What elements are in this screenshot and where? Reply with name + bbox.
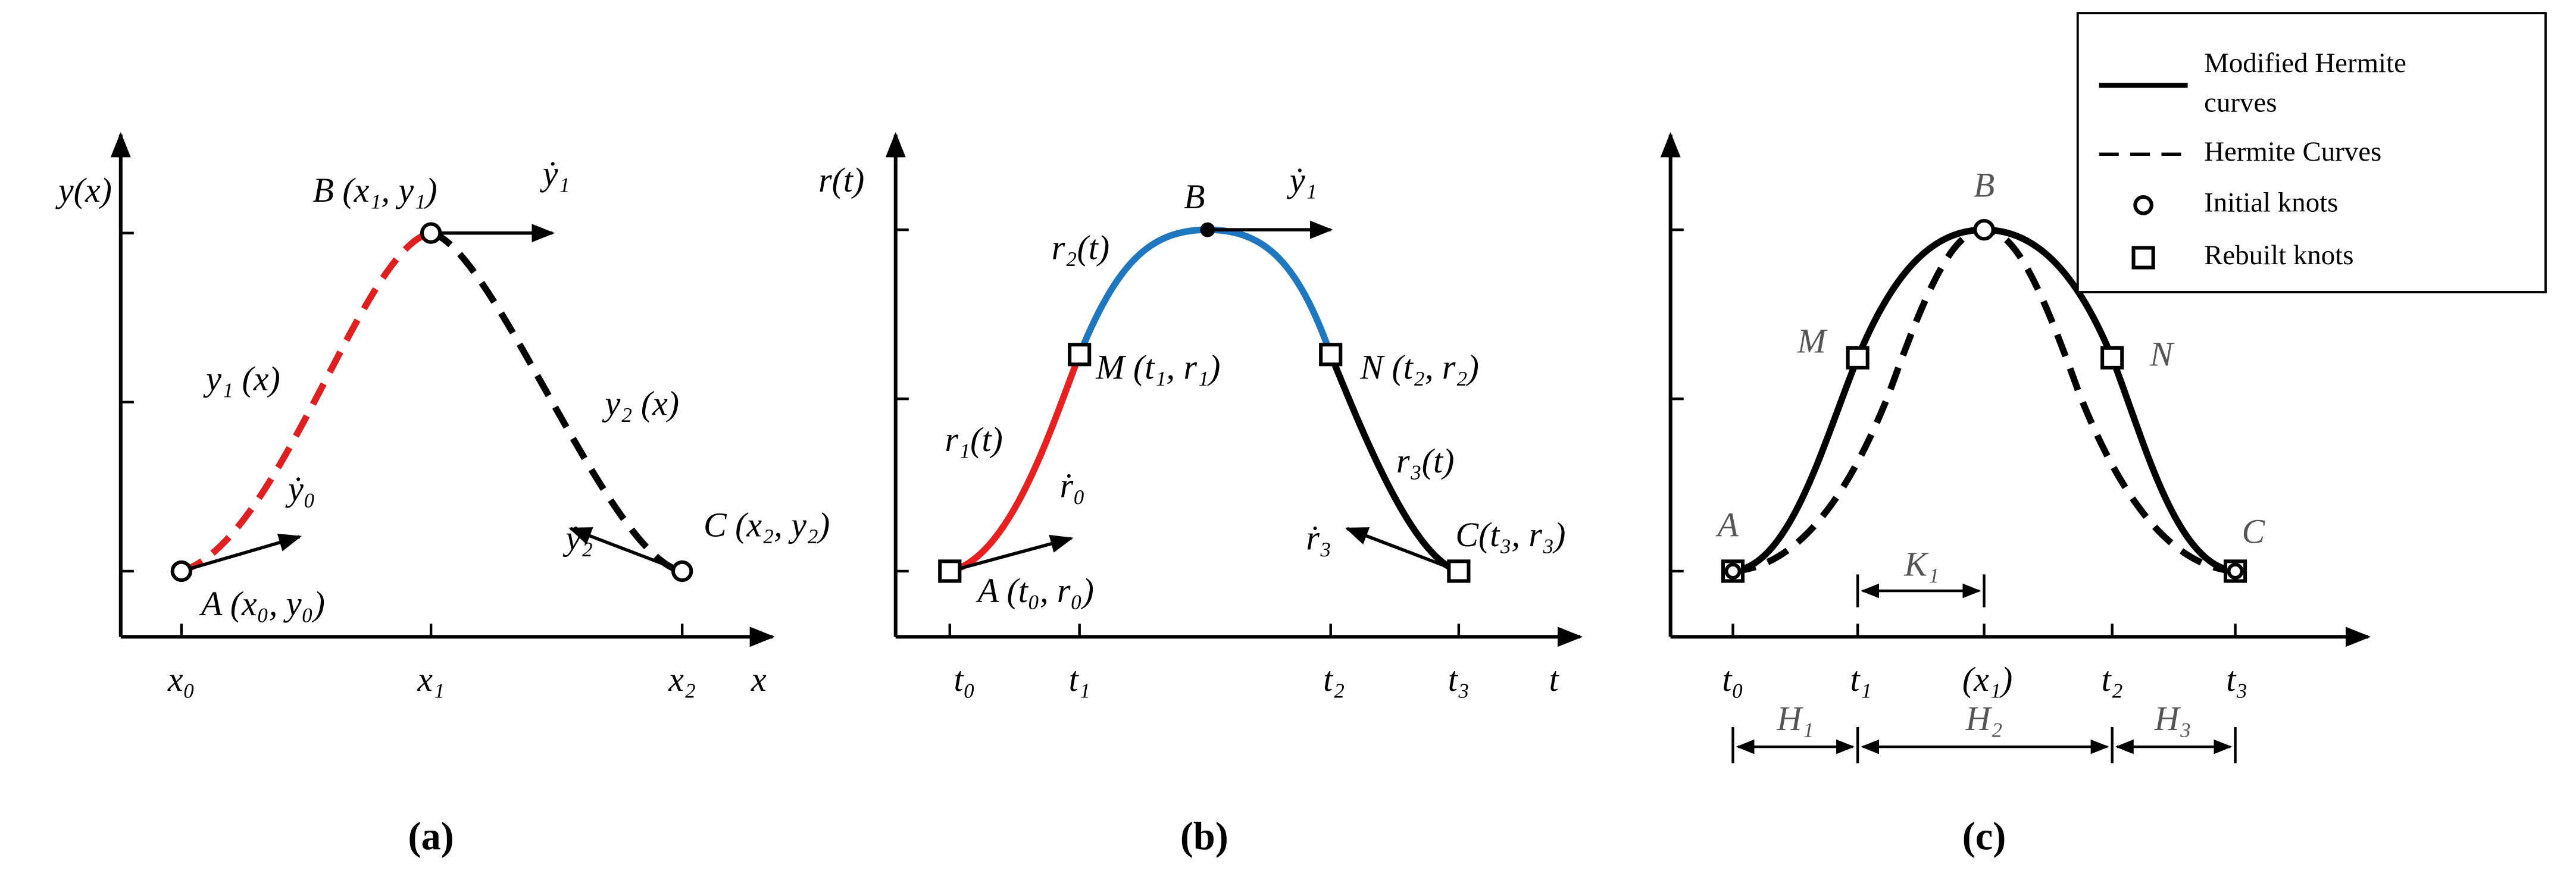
axis-label: y(x) bbox=[55, 171, 112, 209]
interval-label: H₃ bbox=[2154, 699, 2192, 738]
curve-r3 bbox=[1327, 353, 1460, 575]
ticks bbox=[895, 228, 1461, 637]
interval-label: K₁ bbox=[1903, 545, 1939, 584]
point-label: A (t₀, r₀) bbox=[976, 571, 1094, 610]
axis-label: r(t) bbox=[818, 161, 864, 199]
tangent-arrow bbox=[181, 533, 302, 573]
point-label: M bbox=[1797, 322, 1828, 361]
panel-a bbox=[110, 131, 776, 647]
point-label: C(t₃, r₃) bbox=[1455, 515, 1565, 554]
interval-label: H₁ bbox=[1776, 699, 1814, 738]
curve-y1 bbox=[180, 230, 432, 575]
panel-b bbox=[885, 131, 1583, 647]
curve-label: y₁ (x) bbox=[203, 359, 280, 398]
legend bbox=[2076, 12, 2547, 293]
tangent-label: ṙ₃ bbox=[1306, 519, 1331, 558]
knot bbox=[170, 560, 193, 583]
tick-label: t₂ bbox=[2102, 660, 2123, 699]
point-label: A bbox=[1715, 505, 1739, 544]
point-label: B (x₁, y₁) bbox=[313, 171, 437, 209]
knot bbox=[1200, 222, 1215, 237]
tangent-arrow bbox=[1345, 527, 1459, 573]
interval-label: H₂ bbox=[1965, 699, 2003, 738]
ticks bbox=[120, 231, 684, 637]
ticks bbox=[1670, 228, 2237, 637]
panel-c bbox=[1660, 131, 2371, 763]
legend-label: Modified Hermite bbox=[2204, 48, 2406, 79]
point-label: N bbox=[2149, 335, 2175, 374]
knots bbox=[1721, 218, 2247, 583]
interval-markers bbox=[1731, 574, 2237, 763]
legend-swatch bbox=[2133, 195, 2153, 215]
tick-label: t₃ bbox=[2226, 660, 2247, 699]
tick-label: (x₁) bbox=[1962, 660, 2012, 699]
curve-r2 bbox=[1076, 226, 1334, 356]
caption: (c) bbox=[1962, 815, 2006, 858]
legend-label: Hermite Curves bbox=[2204, 136, 2381, 167]
tick-label: t₃ bbox=[1448, 660, 1470, 699]
point-label: A (x₀, y₀) bbox=[199, 584, 325, 623]
point-label: N (t₂, r₂) bbox=[1359, 348, 1479, 387]
caption: (a) bbox=[408, 815, 454, 858]
point-label: B bbox=[1974, 166, 1994, 205]
tick-label: t₀ bbox=[954, 660, 975, 699]
caption: (b) bbox=[1180, 815, 1228, 858]
tangent-label: ẏ₁ bbox=[540, 154, 570, 193]
point-label: C bbox=[2242, 512, 2266, 551]
curve-label: r₃(t) bbox=[1396, 442, 1454, 480]
curve-label: r₁(t) bbox=[945, 420, 1003, 459]
point-label: B bbox=[1184, 177, 1205, 216]
tick-label: t₀ bbox=[1722, 660, 1743, 699]
tangent-label: ẏ₁ bbox=[1287, 161, 1317, 199]
tick-label: x₀ bbox=[167, 660, 195, 699]
tick-label: t₁ bbox=[1069, 660, 1090, 699]
legend-label: curves bbox=[2204, 87, 2277, 118]
curve-r1 bbox=[949, 353, 1083, 575]
legend-label: Rebuilt knots bbox=[2204, 240, 2353, 271]
curve-y2 bbox=[430, 230, 683, 575]
knots bbox=[938, 343, 1471, 583]
tangent-label: ṙ₀ bbox=[1060, 466, 1086, 505]
axis-label: t bbox=[1549, 660, 1560, 699]
legend-swatch bbox=[2131, 246, 2155, 270]
tick-label: t₁ bbox=[1850, 660, 1872, 699]
tangent-label: ẏ₀ bbox=[285, 469, 315, 508]
curve-label: y₂ (x) bbox=[602, 384, 680, 422]
curve-label: r₂(t) bbox=[1052, 228, 1109, 267]
tick-label: x₂ bbox=[668, 660, 696, 699]
tangent-arrow bbox=[568, 527, 683, 573]
axis-label: x bbox=[751, 660, 767, 699]
point-label: M (t₁, r₁) bbox=[1095, 348, 1220, 387]
point-label: C (x₂, y₂) bbox=[704, 505, 830, 544]
knot bbox=[420, 222, 442, 244]
tangent-label: ẏ₂ bbox=[562, 519, 593, 558]
tick-label: x₁ bbox=[417, 660, 445, 699]
tick-label: t₂ bbox=[1323, 660, 1345, 699]
legend-box bbox=[2076, 12, 2547, 293]
knot bbox=[671, 560, 693, 583]
tangent-arrow bbox=[949, 534, 1074, 573]
legend-label: Initial knots bbox=[2204, 187, 2338, 218]
